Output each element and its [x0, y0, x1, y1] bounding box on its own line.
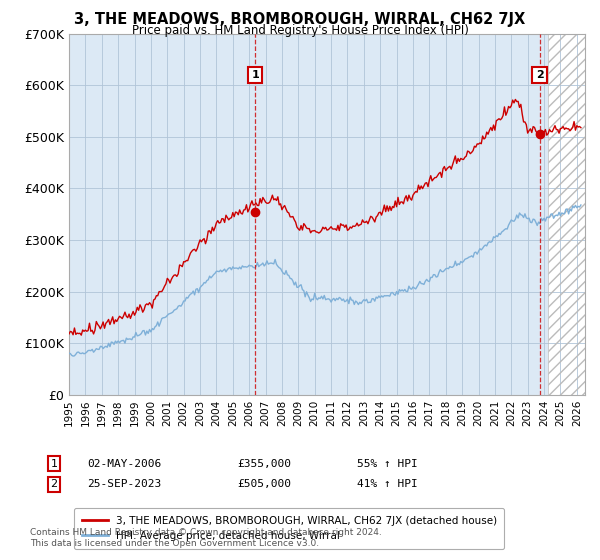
- Text: Contains HM Land Registry data © Crown copyright and database right 2024.
This d: Contains HM Land Registry data © Crown c…: [30, 528, 382, 548]
- Text: 55% ↑ HPI: 55% ↑ HPI: [357, 459, 418, 469]
- Legend: 3, THE MEADOWS, BROMBOROUGH, WIRRAL, CH62 7JX (detached house), HPI: Average pri: 3, THE MEADOWS, BROMBOROUGH, WIRRAL, CH6…: [74, 508, 504, 549]
- Text: 25-SEP-2023: 25-SEP-2023: [87, 479, 161, 489]
- Text: 41% ↑ HPI: 41% ↑ HPI: [357, 479, 418, 489]
- Text: 02-MAY-2006: 02-MAY-2006: [87, 459, 161, 469]
- Text: 1: 1: [251, 70, 259, 80]
- Bar: [548, 34, 585, 395]
- Text: £505,000: £505,000: [237, 479, 291, 489]
- Text: 3, THE MEADOWS, BROMBOROUGH, WIRRAL, CH62 7JX: 3, THE MEADOWS, BROMBOROUGH, WIRRAL, CH6…: [74, 12, 526, 27]
- Text: 2: 2: [536, 70, 544, 80]
- Text: 2: 2: [50, 479, 58, 489]
- Text: Price paid vs. HM Land Registry's House Price Index (HPI): Price paid vs. HM Land Registry's House …: [131, 24, 469, 37]
- Text: £355,000: £355,000: [237, 459, 291, 469]
- Text: 1: 1: [50, 459, 58, 469]
